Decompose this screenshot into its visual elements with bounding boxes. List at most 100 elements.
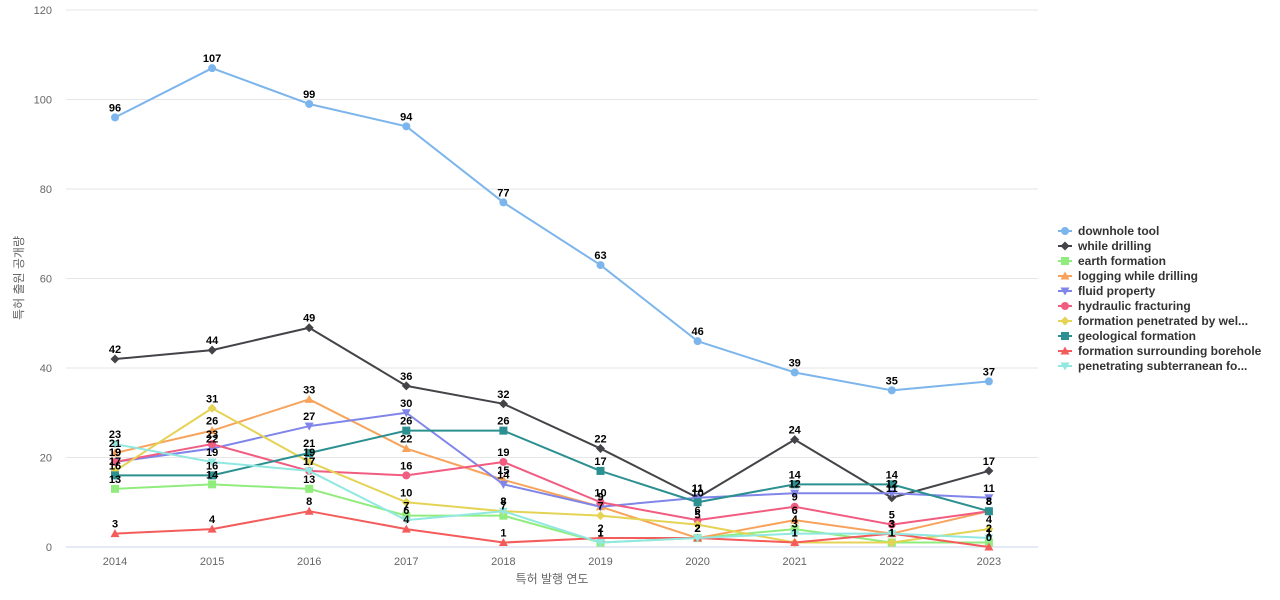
data-point — [790, 502, 799, 511]
series-line — [114, 407, 990, 544]
data-point — [208, 64, 217, 73]
data-label: 19 — [303, 447, 315, 459]
legend-label: earth formation — [1078, 254, 1166, 268]
data-point — [401, 497, 411, 507]
data-point — [790, 515, 800, 524]
data-point — [111, 484, 119, 493]
data-point — [207, 458, 217, 467]
data-label: 21 — [303, 438, 315, 450]
data-point — [499, 457, 508, 466]
legend-marker-icon — [1060, 362, 1070, 371]
data-label: 4 — [792, 514, 799, 526]
data-point — [401, 409, 411, 418]
legend-item[interactable]: while drilling — [1058, 239, 1151, 253]
data-label: 17 — [109, 456, 121, 468]
data-label: 37 — [983, 366, 995, 378]
y-tick-label: 40 — [40, 363, 52, 375]
legend-item[interactable]: logging while drilling — [1058, 269, 1198, 283]
x-tick-label: 2014 — [103, 556, 127, 568]
data-point — [208, 471, 217, 480]
data-labels: 9610799947763463935374244493632221124111… — [109, 53, 995, 544]
y-tick-label: 0 — [46, 542, 52, 554]
data-label: 5 — [889, 510, 895, 522]
data-point — [596, 444, 605, 454]
data-label: 1 — [792, 528, 798, 540]
legend-label: geological formation — [1078, 329, 1196, 343]
data-point — [596, 261, 605, 270]
data-label: 12 — [886, 478, 898, 490]
legend-item[interactable]: earth formation — [1058, 254, 1166, 268]
data-label: 14 — [789, 469, 802, 481]
legend-marker-icon — [1060, 241, 1070, 251]
y-tick-label: 20 — [40, 453, 52, 465]
data-label: 24 — [789, 425, 802, 437]
data-label: 3 — [889, 519, 895, 531]
data-point — [208, 440, 217, 449]
data-label: 1 — [889, 528, 895, 540]
series-line — [114, 443, 989, 544]
series-line — [114, 398, 990, 540]
data-label: 1 — [597, 528, 603, 540]
legend-marker-icon — [1061, 257, 1069, 265]
legend-item[interactable]: formation surrounding borehole — [1058, 344, 1262, 358]
data-label: 77 — [497, 187, 509, 199]
data-label: 46 — [691, 326, 703, 338]
data-point — [207, 403, 217, 413]
data-label: 1 — [792, 528, 798, 540]
data-label: 96 — [109, 102, 121, 114]
data-point — [790, 480, 799, 489]
data-point — [984, 377, 993, 386]
data-point — [887, 530, 897, 539]
data-point — [498, 399, 508, 409]
legend-item[interactable]: hydraulic fracturing — [1058, 299, 1191, 313]
data-point — [305, 449, 314, 458]
legend-marker-icon — [1060, 316, 1070, 326]
data-label: 7 — [403, 501, 409, 513]
data-point — [110, 354, 120, 364]
series-1 — [110, 323, 994, 503]
legend-marker-icon — [1061, 302, 1069, 310]
data-label: 19 — [206, 447, 218, 459]
legend-item[interactable]: geological formation — [1058, 329, 1196, 343]
data-point — [790, 530, 800, 539]
data-label: 3 — [889, 519, 895, 531]
data-point — [790, 435, 800, 445]
data-label: 6 — [403, 505, 409, 517]
data-label: 10 — [594, 487, 606, 499]
legend-item[interactable]: downhole tool — [1058, 224, 1159, 238]
data-label: 2 — [695, 523, 701, 535]
data-label: 22 — [400, 434, 412, 446]
data-point — [790, 525, 799, 534]
data-label: 19 — [109, 447, 121, 459]
legend-item[interactable]: penetrating subterranean fo... — [1058, 359, 1247, 373]
data-label: 3 — [112, 519, 118, 531]
data-label: 17 — [303, 456, 315, 468]
series-0 — [111, 64, 993, 395]
data-point — [207, 524, 217, 533]
data-point — [498, 538, 508, 547]
data-label: 33 — [303, 384, 315, 396]
data-point — [304, 323, 314, 333]
data-point — [402, 122, 411, 131]
series-lines — [110, 64, 994, 551]
data-point — [208, 480, 217, 489]
data-label: 35 — [886, 375, 898, 387]
data-label: 2 — [695, 523, 701, 535]
legend-marker-icon — [1061, 227, 1069, 235]
data-point — [111, 457, 119, 466]
legend-label: while drilling — [1077, 239, 1151, 253]
data-label: 17 — [303, 456, 315, 468]
legend-item[interactable]: formation penetrated by wel... — [1058, 314, 1248, 328]
data-point — [207, 345, 217, 355]
data-label: 11 — [692, 483, 704, 495]
data-label: 8 — [986, 496, 992, 508]
legend-marker-icon — [1061, 332, 1069, 340]
data-label: 42 — [109, 344, 121, 356]
series-line — [114, 483, 989, 544]
data-label: 9 — [597, 492, 603, 504]
data-label: 23 — [109, 429, 121, 441]
data-label: 26 — [206, 416, 218, 428]
data-label: 2 — [597, 523, 603, 535]
legend-item[interactable]: fluid property — [1058, 284, 1156, 298]
data-point — [401, 444, 411, 453]
